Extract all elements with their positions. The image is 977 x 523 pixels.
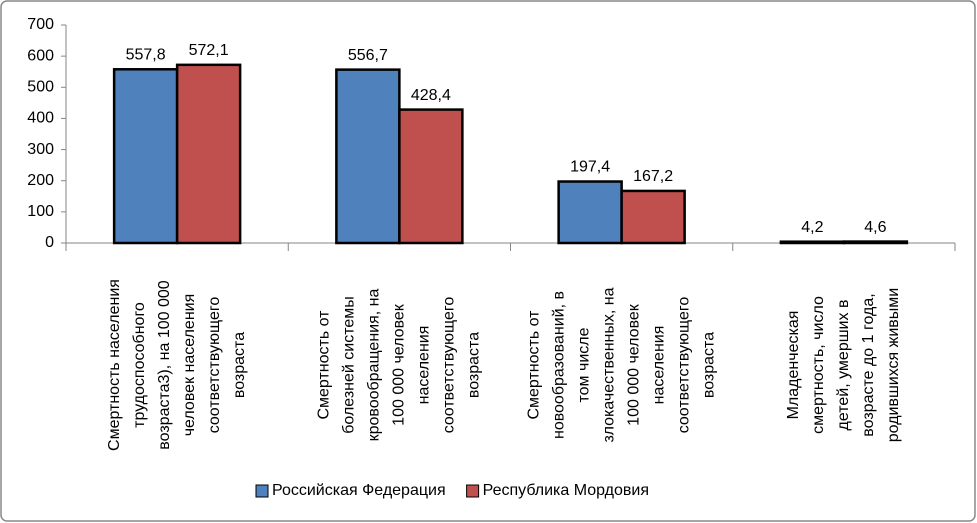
x-tick-label: соответствующего — [206, 297, 223, 434]
value-label: 428,4 — [411, 87, 451, 104]
x-tick-label: возраста3), на 100 000 — [156, 280, 173, 449]
x-tick-label: возраста — [231, 332, 248, 398]
x-tick-label: населения — [650, 326, 667, 405]
x-tick-label: злокачественных, на — [600, 287, 617, 442]
y-tick-label: 700 — [27, 16, 54, 33]
bar — [335, 68, 401, 245]
legend-label: Республика Мордовия — [483, 482, 649, 499]
x-tick-label: человек населения — [181, 294, 198, 437]
legend-label: Российская Федерация — [272, 482, 446, 499]
legend-swatch — [466, 484, 480, 498]
value-label: 4,2 — [801, 219, 823, 236]
x-tick-label: смертность, число — [810, 296, 827, 434]
x-tick-label: населения — [416, 326, 433, 405]
x-tick-label: родившихся живыми — [885, 288, 902, 443]
x-tick-label: Смертность от — [525, 310, 542, 420]
value-label: 4,6 — [864, 219, 886, 236]
y-tick-label: 200 — [27, 172, 54, 189]
bar — [779, 240, 846, 245]
x-tick-label: том числе — [575, 327, 592, 402]
bar — [620, 189, 686, 245]
y-tick-label: 300 — [27, 141, 54, 158]
y-tick-label: 100 — [27, 203, 54, 220]
x-tick-label: трудоспособного — [131, 302, 148, 428]
bar — [557, 180, 623, 245]
value-label: 572,1 — [189, 42, 229, 59]
y-tick-label: 600 — [27, 47, 54, 64]
x-tick-label: новообразований, в — [550, 291, 567, 439]
x-tick-label: кровообращения, на — [366, 288, 383, 441]
x-tick-label: Смертность населения — [106, 279, 123, 451]
x-tick-label: 100 000 человек — [391, 303, 408, 426]
bar — [398, 108, 464, 245]
x-tick-label: соответствующего — [441, 297, 458, 434]
legend-swatch — [255, 484, 269, 498]
x-tick-label: 100 000 человек — [625, 303, 642, 426]
x-tick-label: возраста — [466, 332, 483, 398]
value-label: 197,4 — [570, 159, 610, 176]
x-tick-label: Младенческая — [785, 311, 802, 420]
value-label: 167,2 — [633, 168, 673, 185]
y-tick-label: 500 — [27, 79, 54, 96]
x-tick-label: болезней системы — [341, 296, 358, 434]
value-label: 557,8 — [126, 47, 166, 64]
x-tick-label: соответствующего — [675, 297, 692, 434]
y-tick-label: 0 — [45, 234, 54, 251]
y-tick-label: 400 — [27, 110, 54, 127]
x-tick-label: Смертность от — [316, 310, 333, 420]
x-tick-label: возраста — [700, 332, 717, 398]
value-label: 556,7 — [348, 47, 388, 64]
bar — [842, 240, 909, 245]
bar — [175, 63, 242, 245]
bar — [112, 68, 179, 245]
x-tick-label: детей, умерших в — [835, 300, 852, 431]
x-tick-label: возрасте до 1 года, — [860, 293, 877, 436]
